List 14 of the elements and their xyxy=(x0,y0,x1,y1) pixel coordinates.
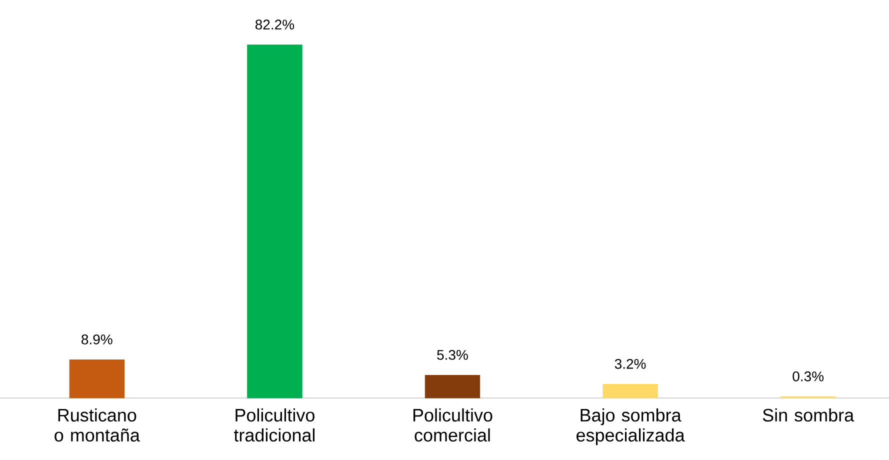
x-tick-label: Sin sombra xyxy=(762,408,854,422)
data-label: 82.2% xyxy=(255,20,294,30)
x-tick-label: Policultivo comercial xyxy=(413,408,492,442)
data-label: 3.2% xyxy=(614,358,646,369)
bar xyxy=(602,384,658,398)
x-tick-label: Rusticano o montaña xyxy=(54,408,140,442)
x-tick-label: Bajo sombra especializada xyxy=(576,408,685,446)
data-label: 5.3% xyxy=(437,350,468,360)
bar xyxy=(69,359,125,398)
bar xyxy=(247,44,302,398)
bar xyxy=(424,374,480,398)
x-tick-label: Policultivo tradicional xyxy=(234,408,315,442)
data-label: 0.3% xyxy=(792,371,824,382)
data-label: 8.9% xyxy=(82,334,112,344)
